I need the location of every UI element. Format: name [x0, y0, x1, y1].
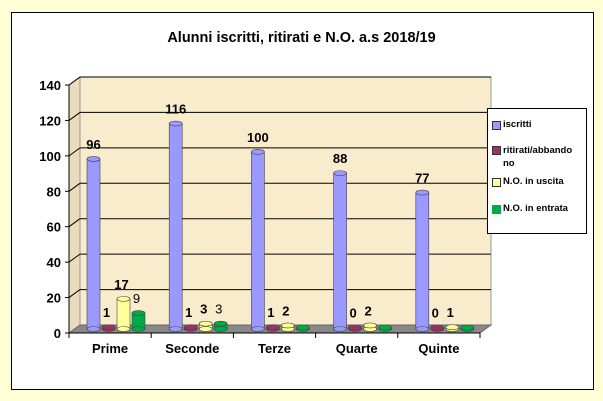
svg-text:3: 3: [215, 302, 222, 317]
chart-legend: iscritti ritirati/abbando no N.O. in usc…: [487, 108, 587, 234]
legend-swatch: [492, 178, 501, 187]
legend-label: ritirati/abbando no: [503, 145, 573, 169]
legend-swatch: [492, 205, 501, 214]
legend-label: N.O. in uscita: [503, 176, 564, 187]
svg-text:0: 0: [54, 326, 61, 341]
svg-text:20: 20: [47, 291, 61, 306]
chart-title: Alunni iscritti, ritirati e N.O. a.s 201…: [167, 30, 436, 46]
svg-text:60: 60: [47, 220, 61, 235]
svg-text:17: 17: [114, 277, 128, 292]
legend-item-entrata: N.O. in entrata: [492, 203, 568, 214]
svg-text:116: 116: [165, 102, 186, 117]
svg-text:96: 96: [86, 137, 100, 152]
svg-text:3: 3: [200, 302, 207, 317]
svg-text:80: 80: [47, 184, 61, 199]
svg-text:140: 140: [39, 78, 61, 93]
svg-text:2: 2: [364, 303, 371, 318]
svg-text:77: 77: [415, 171, 429, 186]
legend-label: iscritti: [503, 119, 532, 130]
svg-text:100: 100: [247, 130, 269, 145]
svg-text:40: 40: [47, 255, 61, 270]
svg-text:1: 1: [447, 305, 454, 320]
svg-text:Quarte: Quarte: [336, 341, 378, 356]
legend-item-uscita: N.O. in uscita: [492, 176, 564, 187]
legend-item-iscritti: iscritti: [492, 119, 532, 130]
legend-swatch: [492, 121, 501, 130]
legend-item-ritirati: ritirati/abbando no: [492, 144, 582, 170]
svg-text:2: 2: [282, 303, 289, 318]
svg-text:88: 88: [333, 151, 347, 166]
legend-swatch: [492, 146, 501, 155]
legend-label: N.O. in entrata: [503, 203, 568, 214]
svg-text:120: 120: [39, 113, 61, 128]
svg-text:1: 1: [103, 305, 110, 320]
svg-text:1: 1: [185, 305, 192, 320]
svg-text:0: 0: [432, 306, 439, 321]
svg-text:100: 100: [39, 149, 61, 164]
svg-text:Prime: Prime: [92, 341, 128, 356]
svg-text:Seconde: Seconde: [165, 341, 219, 356]
svg-text:Quinte: Quinte: [418, 341, 459, 356]
svg-text:1: 1: [267, 305, 274, 320]
svg-text:Terze: Terze: [258, 341, 291, 356]
svg-text:9: 9: [133, 291, 140, 306]
svg-text:0: 0: [349, 306, 356, 321]
